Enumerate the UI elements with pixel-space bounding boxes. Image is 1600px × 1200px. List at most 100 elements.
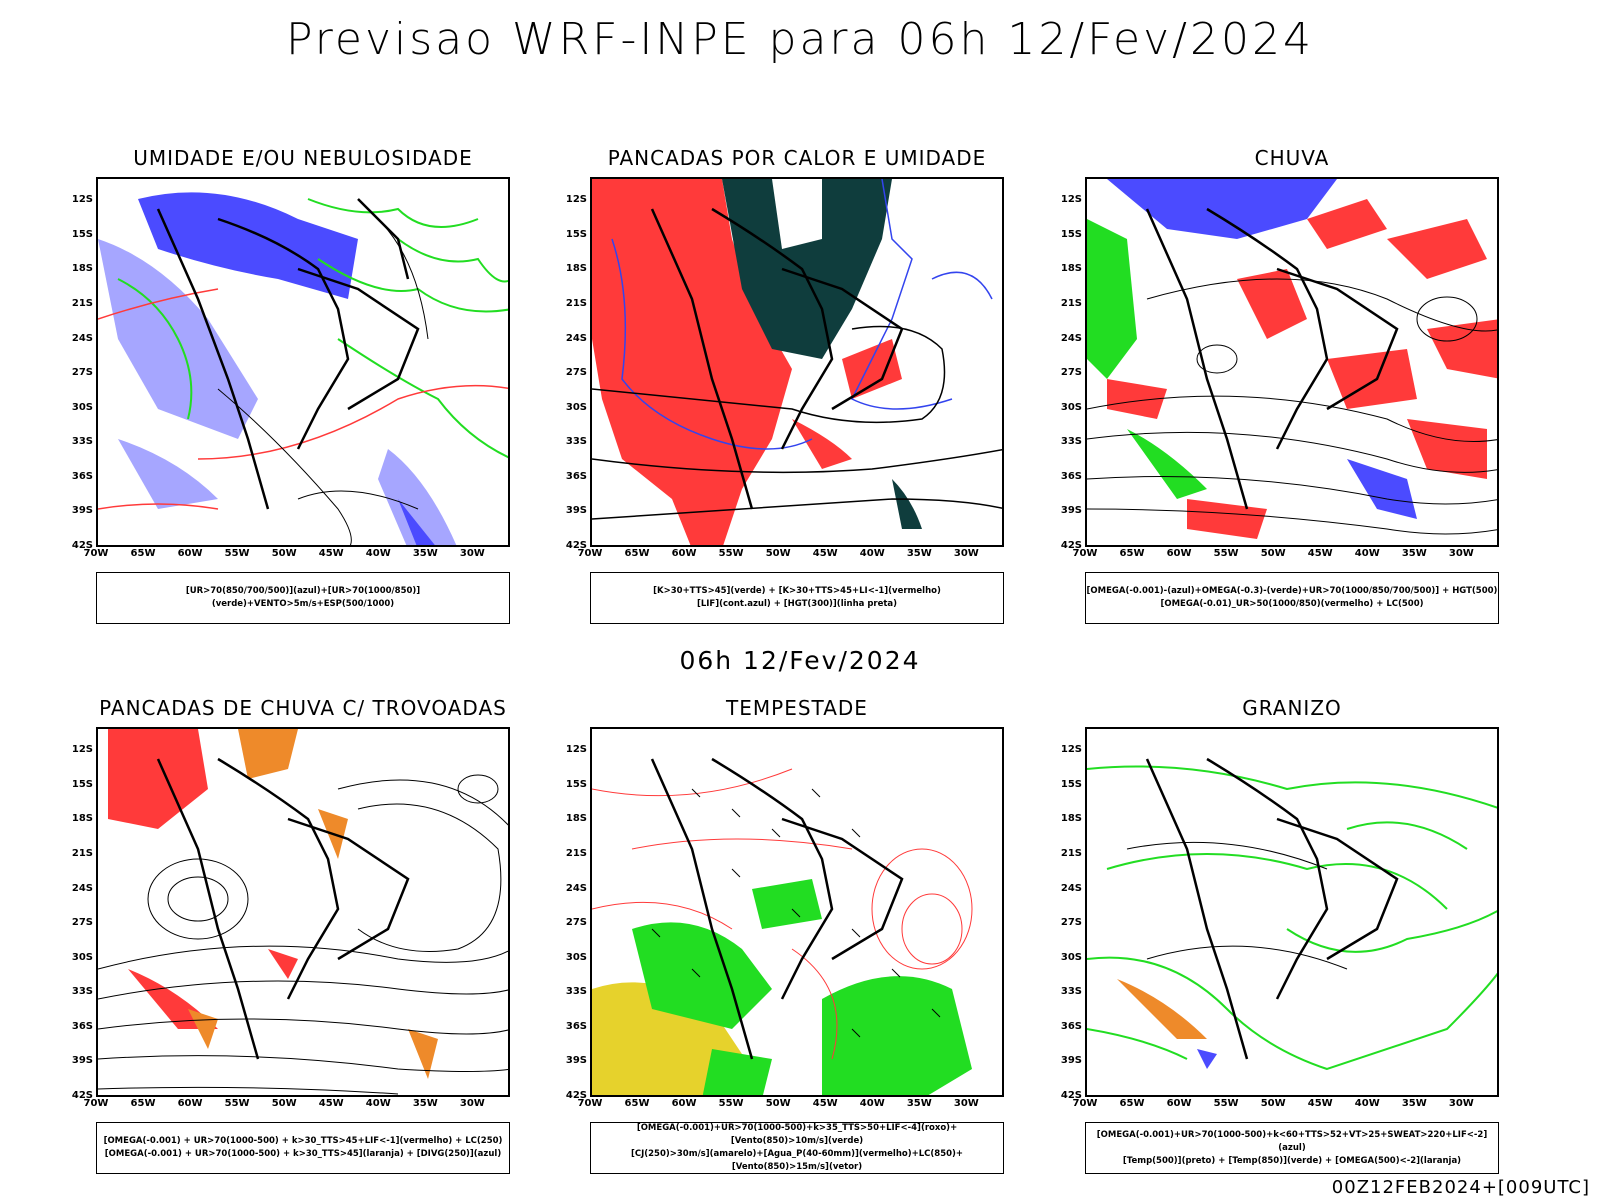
lon-tick-label: 60W [1166, 1098, 1192, 1109]
lon-tick-label: 35W [906, 1098, 932, 1109]
lat-tick-label: 39S [1060, 505, 1082, 517]
lon-tick-label: 45W [1307, 548, 1333, 559]
lat-tick-label: 24S [1060, 332, 1082, 344]
lon-tick-label: 35W [906, 548, 932, 559]
lat-tick-label: 33S [71, 436, 93, 448]
lat-tick-label: 12S [565, 194, 587, 206]
lat-tick-label: 39S [71, 505, 93, 517]
lon-tick-label: 65W [130, 548, 156, 559]
lon-tick-label: 70W [83, 1098, 109, 1109]
panel-title-trovoadas: PANCADAS DE CHUVA C/ TROVOADAS [99, 696, 507, 720]
legend-line: [UR>70(850/700/500)](azul)+[UR>70(1000/8… [185, 586, 421, 609]
lon-tick-label: 50W [765, 1098, 791, 1109]
lon-tick-label: 45W [318, 548, 344, 559]
lat-tick-label: 21S [565, 847, 587, 859]
lon-tick-label: 40W [859, 548, 885, 559]
lon-tick-label: 50W [271, 1098, 297, 1109]
legend-line: [OMEGA(-0.01)_UR>50(1000/850)(vermelho) … [1160, 599, 1424, 609]
legend-line: [OMEGA(-0.001)+UR>70(1000-500)+k<60+TTS>… [1096, 1129, 1488, 1153]
lon-tick-label: 70W [83, 548, 109, 559]
lon-tick-label: 40W [859, 1098, 885, 1109]
lat-tick-label: 36S [565, 470, 587, 482]
legend-granizo: [OMEGA(-0.001)+UR>70(1000-500)+k<60+TTS>… [1085, 1122, 1499, 1174]
lat-tick-label: 42S [565, 540, 587, 551]
lat-tick-label: 27S [71, 367, 93, 379]
lat-tick-label: 30S [1060, 951, 1082, 963]
lon-tick-label: 50W [1260, 1098, 1286, 1109]
lat-tick-label: 39S [1060, 1055, 1082, 1067]
lon-tick-label: 55W [1213, 548, 1239, 559]
map-tempestade [590, 727, 1004, 1097]
map-granizo [1085, 727, 1499, 1097]
lon-tick-label: 65W [1119, 1098, 1145, 1109]
lon-tick-label: 45W [812, 1098, 838, 1109]
lat-tick-label: 18S [1060, 263, 1082, 275]
lon-tick-label: 40W [1354, 548, 1380, 559]
lat-tick-label: 12S [565, 744, 587, 756]
lon-tick-label: 30W [459, 548, 485, 559]
lon-tick-label: 55W [718, 548, 744, 559]
lat-tick-label: 12S [71, 744, 93, 756]
lat-tick-label: 36S [1060, 470, 1082, 482]
lon-tick-label: 70W [577, 548, 603, 559]
lat-tick-label: 15S [1060, 228, 1082, 240]
lon-tick-label: 60W [671, 548, 697, 559]
lon-tick-label: 60W [177, 548, 203, 559]
lat-tick-label: 30S [71, 401, 93, 413]
lat-tick-label: 18S [565, 813, 587, 825]
lat-tick-label: 30S [565, 401, 587, 413]
lon-tick-label: 50W [765, 548, 791, 559]
legend-line: [OMEGA(-0.001)+UR>70(1000-500)+k>35_TTS>… [636, 1123, 958, 1146]
panel-title-pancadas-calor: PANCADAS POR CALOR E UMIDADE [607, 146, 987, 170]
map-trovoadas [96, 727, 510, 1097]
lat-tick-label: 39S [565, 505, 587, 517]
lat-tick-label: 18S [1060, 813, 1082, 825]
lat-tick-label: 12S [1060, 194, 1082, 206]
main-title: Previsao WRF-INPE para 06h 12/Fev/2024 [286, 14, 1314, 65]
lat-tick-label: 42S [1060, 540, 1082, 551]
lon-tick-label: 70W [1072, 1098, 1098, 1109]
lon-tick-label: 40W [365, 548, 391, 559]
map-chuva [1085, 177, 1499, 547]
lat-tick-label: 42S [565, 1090, 587, 1101]
lat-tick-label: 18S [71, 263, 93, 275]
lat-tick-label: 27S [565, 917, 587, 929]
lat-tick-label: 27S [565, 367, 587, 379]
lat-tick-label: 39S [565, 1055, 587, 1067]
lat-tick-label: 21S [71, 297, 93, 309]
lat-tick-label: 36S [1060, 1020, 1082, 1032]
panel-title-umidade: UMIDADE E/OU NEBULOSIDADE [133, 146, 473, 170]
lat-tick-label: 27S [1060, 367, 1082, 379]
lat-tick-label: 36S [71, 1020, 93, 1032]
lon-tick-label: 55W [1213, 1098, 1239, 1109]
lon-tick-label: 60W [177, 1098, 203, 1109]
legend-line: [OMEGA(-0.001) + UR>70(1000-500) + k>30_… [103, 1136, 503, 1146]
run-timestamp: 00Z12FEB2024+[009UTC] [1331, 1177, 1590, 1198]
lon-tick-label: 65W [130, 1098, 156, 1109]
lat-tick-label: 27S [1060, 917, 1082, 929]
lat-tick-label: 30S [1060, 401, 1082, 413]
lon-tick-label: 30W [953, 1098, 979, 1109]
lon-tick-label: 30W [953, 548, 979, 559]
lon-tick-label: 35W [1401, 1098, 1427, 1109]
subtitle: 06h 12/Fev/2024 [679, 646, 921, 675]
lon-tick-label: 30W [1448, 548, 1474, 559]
lat-tick-label: 42S [71, 1090, 93, 1101]
lat-tick-label: 24S [71, 332, 93, 344]
lon-tick-label: 55W [224, 548, 250, 559]
lon-tick-label: 45W [1307, 1098, 1333, 1109]
lat-tick-label: 15S [565, 228, 587, 240]
lat-tick-label: 12S [1060, 744, 1082, 756]
lon-tick-label: 60W [671, 1098, 697, 1109]
legend-tempestade: [OMEGA(-0.001)+UR>70(1000-500)+k>35_TTS>… [590, 1122, 1004, 1174]
lon-tick-label: 65W [624, 548, 650, 559]
lat-tick-label: 33S [1060, 986, 1082, 998]
lon-tick-label: 35W [412, 1098, 438, 1109]
lon-tick-label: 30W [1448, 1098, 1474, 1109]
legend-line: [K>30+TTS>45](verde) + [K>30+TTS>45+LI<-… [653, 586, 941, 596]
lat-tick-label: 33S [71, 986, 93, 998]
panel-title-tempestade: TEMPESTADE [726, 696, 868, 720]
lon-tick-label: 70W [1072, 548, 1098, 559]
legend-umidade: [UR>70(850/700/500)](azul)+[UR>70(1000/8… [96, 572, 510, 624]
lat-tick-label: 33S [1060, 436, 1082, 448]
